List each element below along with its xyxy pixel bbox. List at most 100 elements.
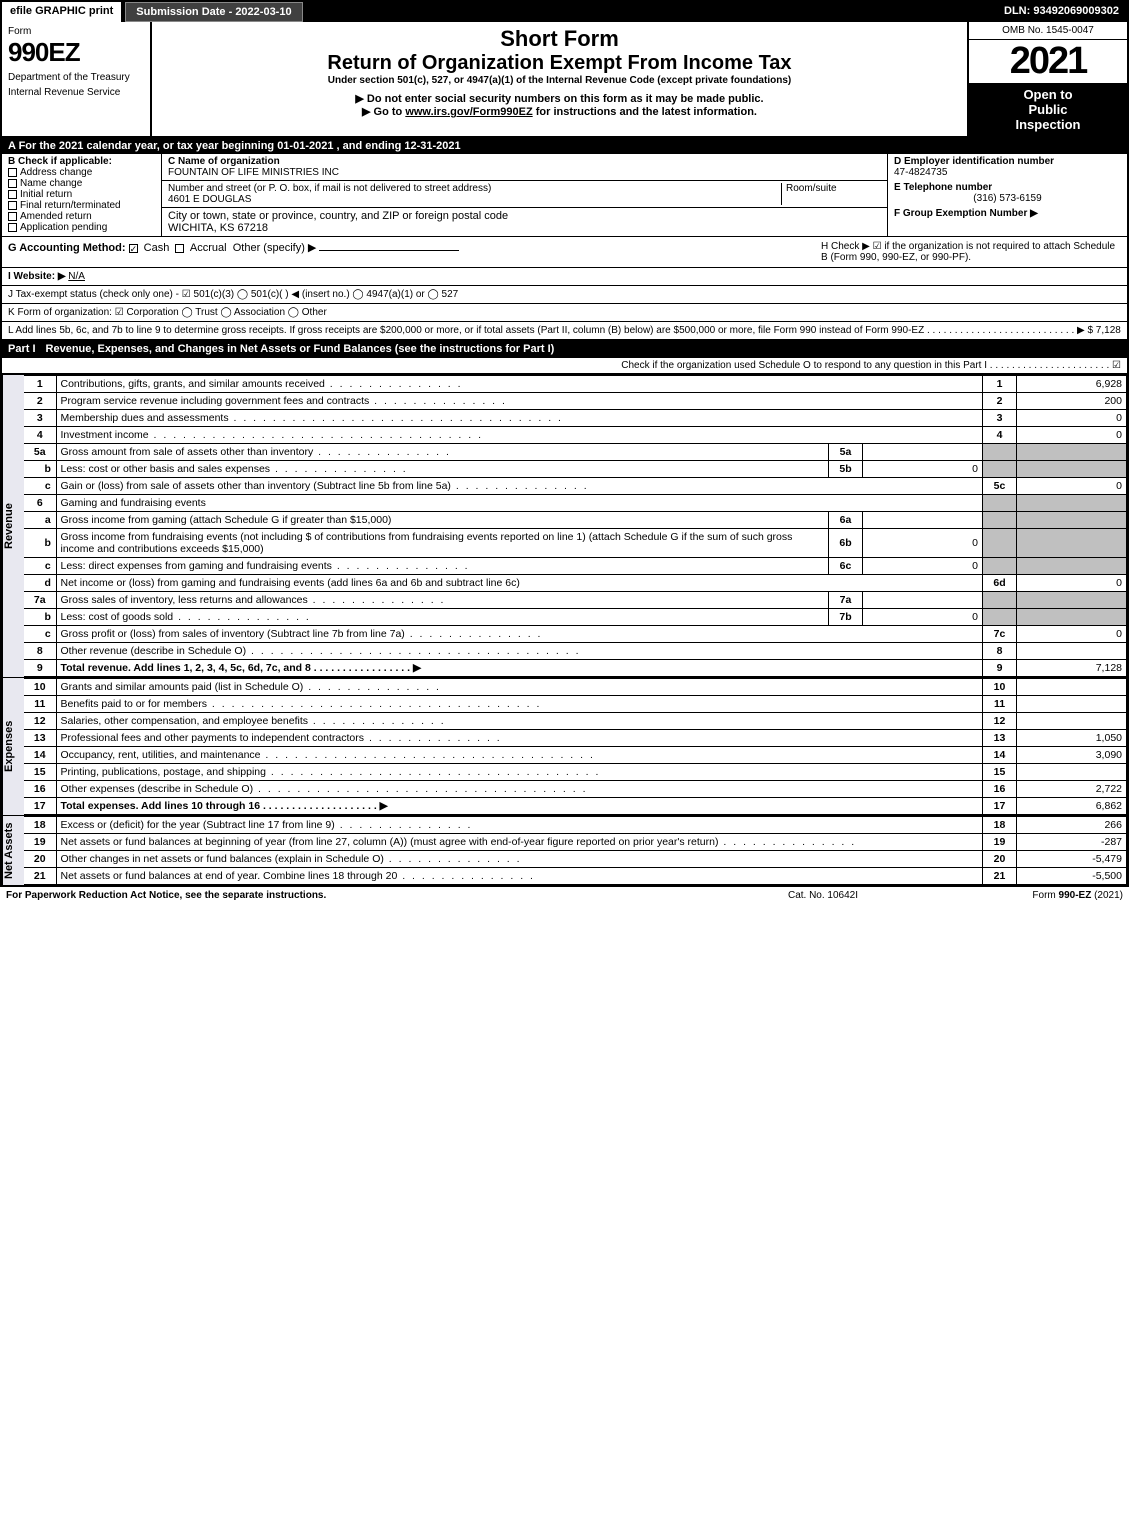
cb-accrual[interactable] xyxy=(175,244,184,253)
l7a-iv xyxy=(863,592,983,609)
l7a-rnum xyxy=(983,592,1017,609)
irs-link[interactable]: www.irs.gov/Form990EZ xyxy=(405,106,532,118)
line-4: 4Investment income40 xyxy=(24,427,1127,444)
l7a-in: 7a xyxy=(829,592,863,609)
box-c-city: City or town, state or province, country… xyxy=(162,208,887,236)
l4-rval: 0 xyxy=(1017,427,1127,444)
dln-number: DLN: 93492069009302 xyxy=(996,2,1127,22)
l6d-desc: Net income or (loss) from gaming and fun… xyxy=(56,575,983,592)
netassets-table: 18Excess or (deficit) for the year (Subt… xyxy=(24,816,1127,885)
cb-application-pending[interactable]: Application pending xyxy=(8,222,155,233)
l8-rval xyxy=(1017,643,1127,660)
i-label: I Website: ▶ xyxy=(8,271,66,282)
netassets-tab: Net Assets xyxy=(2,816,24,885)
l10-rval xyxy=(1017,679,1127,696)
cb-final-return[interactable]: Final return/terminated xyxy=(8,200,155,211)
line-10: 10 Grants and similar amounts paid (list … xyxy=(24,679,1127,696)
l5c-desc: Gain or (loss) from sale of assets other… xyxy=(61,480,451,492)
open-to-public: Open to Public Inspection xyxy=(969,83,1127,136)
cb-address-change[interactable]: Address change xyxy=(8,167,155,178)
line-5a: 5a Gross amount from sale of assets other… xyxy=(24,444,1127,461)
l9-rval: 7,128 xyxy=(1017,660,1127,677)
cb-cash[interactable] xyxy=(129,244,138,253)
l6c-rval xyxy=(1017,558,1127,575)
l7b-rnum xyxy=(983,609,1017,626)
cb-name-change[interactable]: Name change xyxy=(8,178,155,189)
under-section: Under section 501(c), 527, or 4947(a)(1)… xyxy=(156,75,963,86)
l18-rval: 266 xyxy=(1017,817,1127,834)
footer-right: Form 990-EZ (2021) xyxy=(923,890,1123,901)
l3-rnum: 3 xyxy=(983,410,1017,427)
open-line2: Public xyxy=(973,102,1123,117)
cb-final-return-label: Final return/terminated xyxy=(20,200,121,211)
cb-amended-return[interactable]: Amended return xyxy=(8,211,155,222)
header-left: Form 990EZ Department of the Treasury In… xyxy=(2,22,152,136)
footer-right-bold: 990-EZ xyxy=(1059,890,1092,901)
netassets-body: 18Excess or (deficit) for the year (Subt… xyxy=(24,816,1127,885)
l15-num: 15 xyxy=(24,764,56,781)
cb-name-change-label: Name change xyxy=(20,178,82,189)
l12-desc: Salaries, other compensation, and employ… xyxy=(61,715,308,727)
l4-rnum: 4 xyxy=(983,427,1017,444)
box-c-street-row: Number and street (or P. O. box, if mail… xyxy=(162,181,887,208)
l10-desc: Grants and similar amounts paid (list in… xyxy=(61,681,304,693)
l17-num: 17 xyxy=(24,798,56,815)
l2-rval: 200 xyxy=(1017,393,1127,410)
l8-num: 8 xyxy=(24,643,56,660)
expenses-section: Expenses 10 Grants and similar amounts pa… xyxy=(2,677,1127,815)
l5a-in: 5a xyxy=(829,444,863,461)
l2-desc: Program service revenue including govern… xyxy=(61,395,370,407)
row-i: I Website: ▶ N/A xyxy=(2,268,1127,286)
l7a-num: 7a xyxy=(24,592,56,609)
box-b: B Check if applicable: Address change Na… xyxy=(2,154,162,236)
line-16: 16 Other expenses (describe in Schedule O… xyxy=(24,781,1127,798)
netassets-section: Net Assets 18Excess or (deficit) for the… xyxy=(2,815,1127,885)
l9-num: 9 xyxy=(24,660,56,677)
tax-year: 2021 xyxy=(969,40,1127,83)
l5c-rnum: 5c xyxy=(983,478,1017,495)
expenses-table: 10 Grants and similar amounts paid (list … xyxy=(24,678,1127,815)
revenue-section: Revenue 1Contributions, gifts, grants, a… xyxy=(2,374,1127,677)
l5a-iv xyxy=(863,444,983,461)
expenses-tab: Expenses xyxy=(2,678,24,815)
l6d-rval: 0 xyxy=(1017,575,1127,592)
l10-num: 10 xyxy=(24,679,56,696)
street-label: Number and street (or P. O. box, if mail… xyxy=(168,183,491,194)
l19-rnum: 19 xyxy=(983,834,1017,851)
part-i-label: Part I xyxy=(8,343,46,355)
l7c-num: c xyxy=(24,626,56,643)
l16-desc: Other expenses (describe in Schedule O) xyxy=(61,783,254,795)
l4-num: 4 xyxy=(24,427,56,444)
cb-initial-return[interactable]: Initial return xyxy=(8,189,155,200)
city-value: WICHITA, KS 67218 xyxy=(168,222,268,234)
return-title: Return of Organization Exempt From Incom… xyxy=(156,52,963,75)
l10-rnum: 10 xyxy=(983,679,1017,696)
l5b-rnum xyxy=(983,461,1017,478)
line-18: 18Excess or (deficit) for the year (Subt… xyxy=(24,817,1127,834)
l7b-num: b xyxy=(24,609,56,626)
l18-num: 18 xyxy=(24,817,56,834)
l5a-desc: Gross amount from sale of assets other t… xyxy=(61,446,314,458)
l5b-iv: 0 xyxy=(863,461,983,478)
l6b-num: b xyxy=(24,529,56,558)
l5b-desc: Less: cost or other basis and sales expe… xyxy=(61,463,271,475)
l13-rnum: 13 xyxy=(983,730,1017,747)
l7c-rnum: 7c xyxy=(983,626,1017,643)
l16-rnum: 16 xyxy=(983,781,1017,798)
go-to-pre: ▶ Go to xyxy=(362,106,405,118)
l21-desc: Net assets or fund balances at end of ye… xyxy=(61,870,398,882)
other-specify-blank[interactable] xyxy=(319,250,459,251)
header-right: OMB No. 1545-0047 2021 Open to Public In… xyxy=(967,22,1127,136)
footer-right-post: (2021) xyxy=(1091,890,1123,901)
line-1: 1Contributions, gifts, grants, and simil… xyxy=(24,376,1127,393)
l6a-rnum xyxy=(983,512,1017,529)
line-6: 6Gaming and fundraising events xyxy=(24,495,1127,512)
l7b-iv: 0 xyxy=(863,609,983,626)
line-5c: c Gain or (loss) from sale of assets othe… xyxy=(24,478,1127,495)
l11-rnum: 11 xyxy=(983,696,1017,713)
l9-desc: Total revenue. Add lines 1, 2, 3, 4, 5c,… xyxy=(61,662,422,674)
l1-rnum: 1 xyxy=(983,376,1017,393)
l5c-num: c xyxy=(24,478,56,495)
line-a-tax-year: A For the 2021 calendar year, or tax yea… xyxy=(2,138,1127,154)
go-to-post: for instructions and the latest informat… xyxy=(533,106,757,118)
